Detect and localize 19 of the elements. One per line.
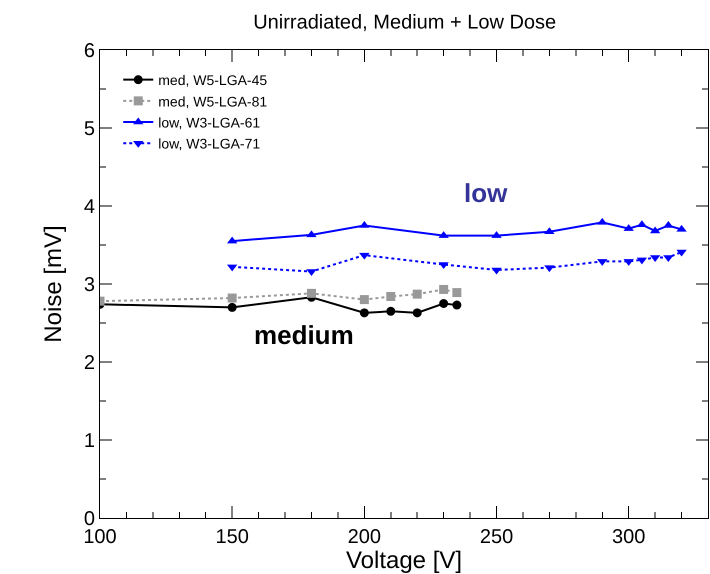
x-tick-label: 150 bbox=[215, 526, 249, 548]
x-tick-label: 200 bbox=[348, 526, 382, 548]
legend-label: low, W3-LGA-71 bbox=[158, 136, 260, 152]
x-tick-label: 300 bbox=[612, 526, 646, 548]
y-tick-label: 5 bbox=[84, 118, 95, 140]
legend-label: med, W5-LGA-81 bbox=[158, 93, 268, 110]
annotation: medium bbox=[254, 320, 354, 350]
legend-label: med, W5-LGA-45 bbox=[158, 72, 268, 88]
x-tick-label: 250 bbox=[480, 526, 514, 548]
y-tick-label: 6 bbox=[84, 40, 95, 62]
x-axis-title: Voltage [V] bbox=[346, 547, 462, 574]
legend-label: low, W3-LGA-61 bbox=[158, 114, 260, 130]
y-tick-label: 4 bbox=[84, 196, 95, 218]
y-axis-title: Noise [mV] bbox=[40, 225, 67, 343]
y-tick-label: 2 bbox=[84, 352, 95, 374]
chart-title: Unirradiated, Medium + Low Dose bbox=[253, 11, 556, 34]
y-tick-label: 1 bbox=[84, 430, 95, 452]
annotation: low bbox=[464, 178, 508, 208]
y-tick-label: 3 bbox=[84, 274, 95, 296]
